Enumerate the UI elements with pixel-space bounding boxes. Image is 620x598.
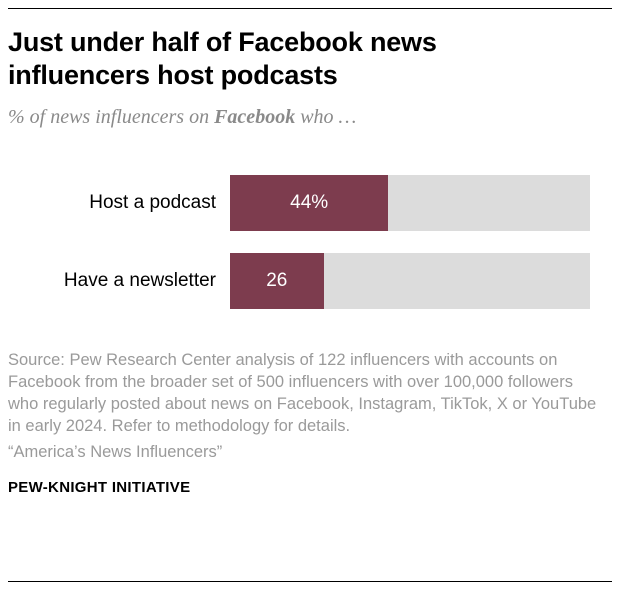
bar-label-newsletter: Have a newsletter [63,270,216,291]
subtitle-suffix: who … [295,106,357,128]
chart-subtitle: % of news influencers on Facebook who … [8,106,612,129]
bar-track: 26 [230,253,590,309]
report-title: “America’s News Influencers” [8,443,223,461]
bar-track: 44% [230,175,590,231]
subtitle-prefix: % of news influencers on [8,106,215,128]
chart-card: Just under half of Facebook news influen… [8,8,612,582]
source-note: Source: Pew Research Center analysis of … [8,351,597,435]
bar-value-label: 26 [266,270,288,291]
bar-row-podcast: Host a podcast 44% [8,175,612,231]
bar-chart: Host a podcast 44% Have a newsletter 26 [8,175,612,309]
bar-label-podcast: Host a podcast [89,192,216,213]
bar-fill: 44% [230,175,389,231]
subtitle-emphasis: Facebook [214,106,296,128]
footer-brand: PEW-KNIGHT INITIATIVE [8,479,191,496]
bar-value-label: 44% [290,192,329,213]
bar-row-newsletter: Have a newsletter 26 [8,253,612,309]
chart-title: Just under half of Facebook news influen… [8,27,437,90]
bar-fill: 26 [230,253,324,309]
